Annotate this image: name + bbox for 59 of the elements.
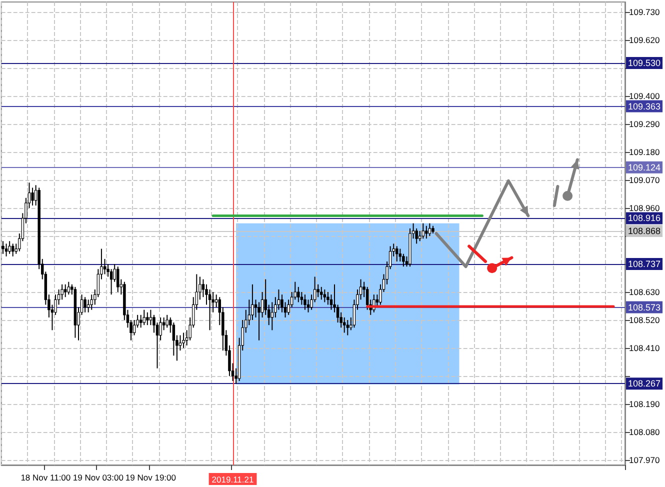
- ref-line-label: 108.267: [628, 378, 661, 389]
- y-tick-label: 108.520: [629, 314, 660, 325]
- ref-line-label: 108.573: [628, 302, 661, 312]
- ref-line-label: 108.916: [628, 213, 661, 224]
- y-tick-label: 109.730: [629, 7, 660, 18]
- ref-line-label: 109.363: [628, 101, 661, 112]
- candlestick: [64, 284, 67, 298]
- y-tick-label: 108.080: [629, 426, 660, 437]
- y-tick-label: 108.410: [629, 342, 660, 353]
- y-tick-label: 108.960: [629, 203, 660, 214]
- candlestick: [31, 187, 34, 206]
- candlestick: [342, 316, 346, 334]
- candlestick: [323, 288, 326, 303]
- candlestick: [402, 253, 405, 268]
- candlestick: [320, 286, 323, 300]
- candlestick: [297, 286, 300, 303]
- y-tick-label: 109.400: [629, 91, 660, 102]
- candlestick: [142, 309, 146, 326]
- candlestick: [415, 228, 418, 244]
- candlestick: [316, 284, 320, 298]
- candlestick: [422, 222, 425, 240]
- candlestick: [166, 314, 168, 328]
- candlestick: [4, 243, 8, 257]
- candlestick: [8, 240, 11, 254]
- candlestick: [139, 314, 142, 328]
- candlestick: [132, 319, 136, 336]
- candlestick: [84, 296, 86, 313]
- candlestick: [208, 288, 212, 331]
- candlestick: [67, 281, 70, 296]
- ref-line-label: 108.737: [628, 259, 661, 270]
- candlestick: [103, 258, 106, 275]
- candlestick: [116, 266, 120, 293]
- candlestick: [304, 294, 306, 310]
- ref-line-label: 109.530: [628, 58, 661, 68]
- candlestick: [11, 243, 14, 257]
- candlestick: [146, 312, 149, 326]
- candlestick: [182, 332, 185, 348]
- x-tick-label: 19 Nov 03:00: [72, 472, 124, 482]
- y-tick-label: 109.620: [629, 35, 660, 46]
- candlestick: [428, 222, 432, 237]
- ref-line-label: 109.124: [628, 162, 661, 172]
- candlestick: [2, 240, 4, 254]
- candlestick: [60, 284, 64, 300]
- y-tick-label: 109.180: [629, 147, 660, 158]
- ref-line-label: 108.868: [628, 226, 661, 236]
- y-tick-label: 109.070: [629, 175, 660, 186]
- candlestick: [178, 334, 182, 352]
- candlestick: [258, 302, 260, 341]
- x-tick-label: 18 Nov 11:00: [20, 472, 71, 482]
- candlestick: [346, 319, 350, 336]
- candlestick: [149, 309, 152, 326]
- y-tick-label: 108.630: [629, 287, 660, 298]
- x-tick-label: 19 Nov 19:00: [125, 472, 176, 482]
- y-tick-label: 107.970: [629, 454, 660, 465]
- y-tick-label: 108.190: [629, 398, 660, 409]
- candlestick: [396, 246, 398, 262]
- candlestick: [425, 225, 428, 240]
- x-tick-label: 2019.11.21: [212, 474, 254, 484]
- y-tick-label: 109.290: [629, 119, 660, 130]
